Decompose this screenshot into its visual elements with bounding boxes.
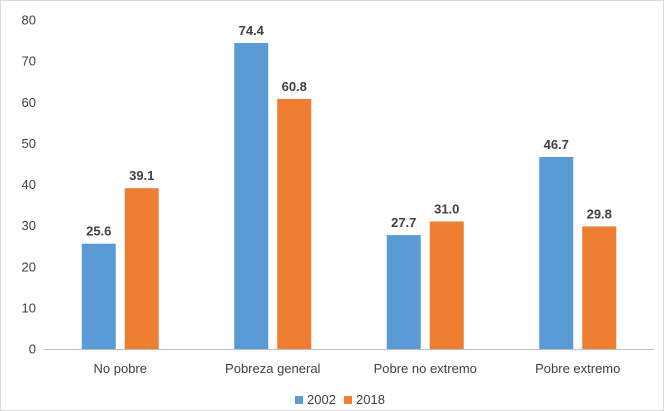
- data-label: 74.4: [239, 23, 265, 38]
- y-tick-label: 50: [22, 136, 36, 151]
- bar-2002: [234, 43, 269, 349]
- y-tick-label: 20: [22, 259, 36, 274]
- y-tick-label: 0: [29, 342, 36, 357]
- legend-label: 2018: [356, 392, 385, 407]
- legend: 2002 2018: [295, 392, 385, 407]
- data-label: 39.1: [129, 168, 154, 183]
- x-category-label: Pobreza general: [225, 361, 321, 376]
- bar-2018: [582, 226, 617, 349]
- x-category-label: No pobre: [94, 361, 147, 376]
- y-tick-label: 80: [22, 13, 36, 28]
- y-tick-label: 30: [22, 218, 36, 233]
- bar-2002: [386, 235, 421, 349]
- bar-2018: [429, 221, 464, 349]
- data-label: 60.8: [282, 79, 307, 94]
- bar-2002: [539, 156, 574, 349]
- data-label: 27.7: [391, 215, 416, 230]
- legend-label: 2002: [307, 392, 336, 407]
- y-tick-label: 10: [22, 300, 36, 315]
- legend-swatch-2002: [295, 396, 303, 404]
- y-tick-label: 70: [22, 54, 36, 69]
- bar-2002: [81, 243, 116, 349]
- y-axis: 0 10 20 30 40 50 60 70 80: [22, 13, 36, 357]
- bars: [81, 43, 617, 350]
- data-label: 46.7: [544, 137, 569, 152]
- bar-2018: [124, 188, 159, 349]
- data-label: 25.6: [86, 224, 111, 239]
- x-axis: No pobre Pobreza general Pobre no extremo P…: [94, 361, 621, 376]
- data-labels: 25.6 39.1 74.4 60.8 27.7 31.0 46.7 29.8: [86, 23, 612, 239]
- x-category-label: Pobre extremo: [535, 361, 620, 376]
- data-label: 31.0: [434, 202, 459, 217]
- y-tick-label: 40: [22, 177, 36, 192]
- legend-swatch-2018: [344, 396, 352, 404]
- bar-2018: [277, 98, 312, 350]
- y-tick-label: 60: [22, 95, 36, 110]
- x-category-label: Pobre no extremo: [374, 361, 477, 376]
- data-label: 29.8: [587, 206, 612, 221]
